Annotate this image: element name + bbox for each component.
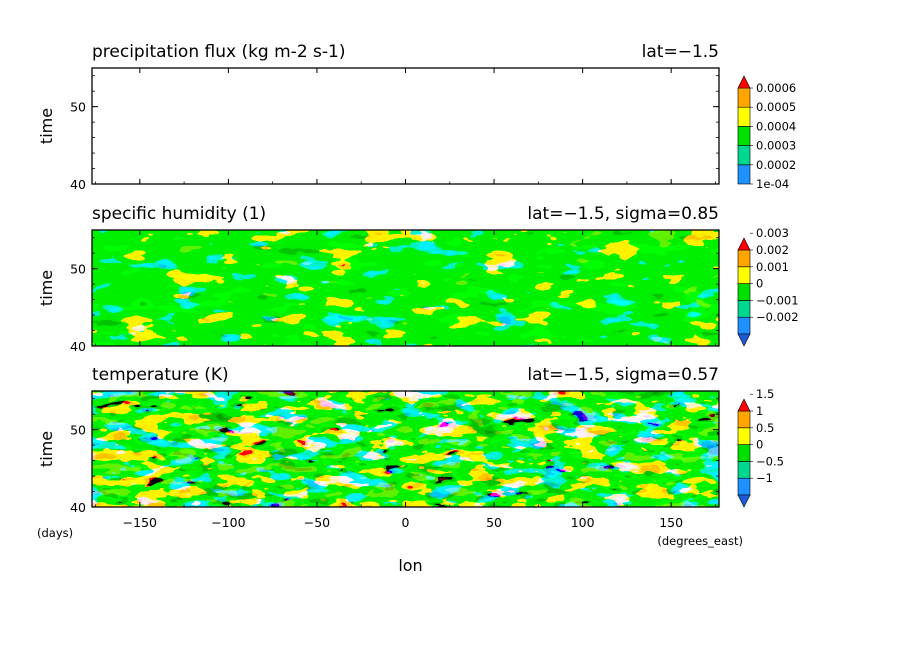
heatmap-field xyxy=(92,391,719,507)
colorbar-label: 1 xyxy=(756,404,763,418)
y-tick-label: 50 xyxy=(70,262,86,277)
colorbar-label: −0.5 xyxy=(756,454,784,468)
colorbar-segment xyxy=(737,444,751,462)
colorbar-label: 1.5 xyxy=(756,387,774,401)
colorbar-segment xyxy=(737,249,751,268)
colorbar-segment xyxy=(737,477,751,496)
colorbar-label: 0.0006 xyxy=(756,81,796,95)
colorbar-segment xyxy=(737,427,751,445)
colorbar-label: 0.001 xyxy=(756,260,789,274)
colorbar-segment xyxy=(737,461,751,479)
heatmap-field xyxy=(92,68,719,184)
y-tick-label: 40 xyxy=(70,500,86,515)
x-tick-label: −100 xyxy=(211,515,245,530)
panel-subtitle: lat=−1.5 xyxy=(642,42,719,62)
colorbar-label: 0.0003 xyxy=(756,139,796,153)
y-tick-label: 50 xyxy=(70,423,86,438)
colorbar-min-arrow xyxy=(737,333,751,347)
x-unit-label: (degrees_east) xyxy=(657,534,743,548)
colorbar-min-arrow xyxy=(737,494,751,508)
y-axis-label: time xyxy=(37,108,56,144)
colorbar-label: 0 xyxy=(756,277,763,291)
colorbar-label: −0.002 xyxy=(756,310,799,324)
y-tick-label: 40 xyxy=(70,339,86,354)
x-tick-label: 100 xyxy=(571,515,595,530)
y-tick-label: 40 xyxy=(70,177,86,192)
y-axis-label: time xyxy=(37,270,56,306)
colorbar-label: 0.0005 xyxy=(756,100,796,114)
colorbar-label: 0.002 xyxy=(756,243,789,257)
x-tick-label: −50 xyxy=(304,515,330,530)
colorbar-segment xyxy=(737,300,751,318)
colorbar-segment xyxy=(737,87,751,108)
colorbar-label: −0.001 xyxy=(756,293,799,307)
panel-subtitle: lat=−1.5, sigma=0.57 xyxy=(527,365,719,385)
colorbar-segment xyxy=(737,126,751,146)
y-axis-label: time xyxy=(37,431,56,467)
x-tick-label: 0 xyxy=(402,515,410,530)
colorbar: 1e-04 0.0002 0.0003 0.0004 0.0005 0.0006 xyxy=(737,75,796,191)
x-axis-label: lon xyxy=(398,556,422,575)
colorbar-label: 0 xyxy=(756,438,763,452)
colorbar-max-arrow xyxy=(737,237,751,251)
panel-title: temperature (K) xyxy=(92,365,229,385)
x-tick-label: 150 xyxy=(659,515,683,530)
panel-title: precipitation flux (kg m-2 s-1) xyxy=(92,42,345,62)
colorbar-segment xyxy=(737,145,751,166)
colorbar-segment xyxy=(737,316,751,335)
y-unit-label: (days) xyxy=(37,526,73,540)
colorbar-label: 1e-04 xyxy=(756,177,789,191)
colorbar-label: −1 xyxy=(756,471,773,485)
colorbar: −0.002 −0.001 0 0.001 0.002 0.003 xyxy=(737,226,799,347)
panel-subtitle: lat=−1.5, sigma=0.85 xyxy=(527,204,719,224)
panel-1: precipitation flux (kg m-2 s-1) lat=−1.5 t… xyxy=(37,42,796,192)
colorbar-segment xyxy=(737,164,751,185)
colorbar-label: 0.5 xyxy=(756,421,774,435)
colorbar-label: 0.0002 xyxy=(756,158,796,172)
colorbar-segment xyxy=(737,266,751,284)
colorbar-segment xyxy=(737,106,751,127)
colorbar-max-arrow xyxy=(737,398,751,412)
x-tick-label: 50 xyxy=(486,515,502,530)
colorbar-label: 0.0004 xyxy=(756,119,796,133)
colorbar-segment xyxy=(737,283,751,301)
panel-title: specific humidity (1) xyxy=(92,204,266,224)
colorbar-label: 0.003 xyxy=(756,226,789,240)
heatmap-field xyxy=(92,230,719,346)
y-tick-label: 50 xyxy=(70,100,86,115)
colorbar-max-arrow xyxy=(737,75,751,89)
panel-2: specific humidity (1) lat=−1.5, sigma=0.8… xyxy=(37,204,799,354)
x-tick-label: −150 xyxy=(123,515,157,530)
colorbar-segment xyxy=(737,410,751,429)
panel-3: temperature (K) lat=−1.5, sigma=0.57 time 4… xyxy=(37,365,784,575)
colorbar: −1 −0.5 0 0.5 1 1.5 xyxy=(737,387,784,508)
